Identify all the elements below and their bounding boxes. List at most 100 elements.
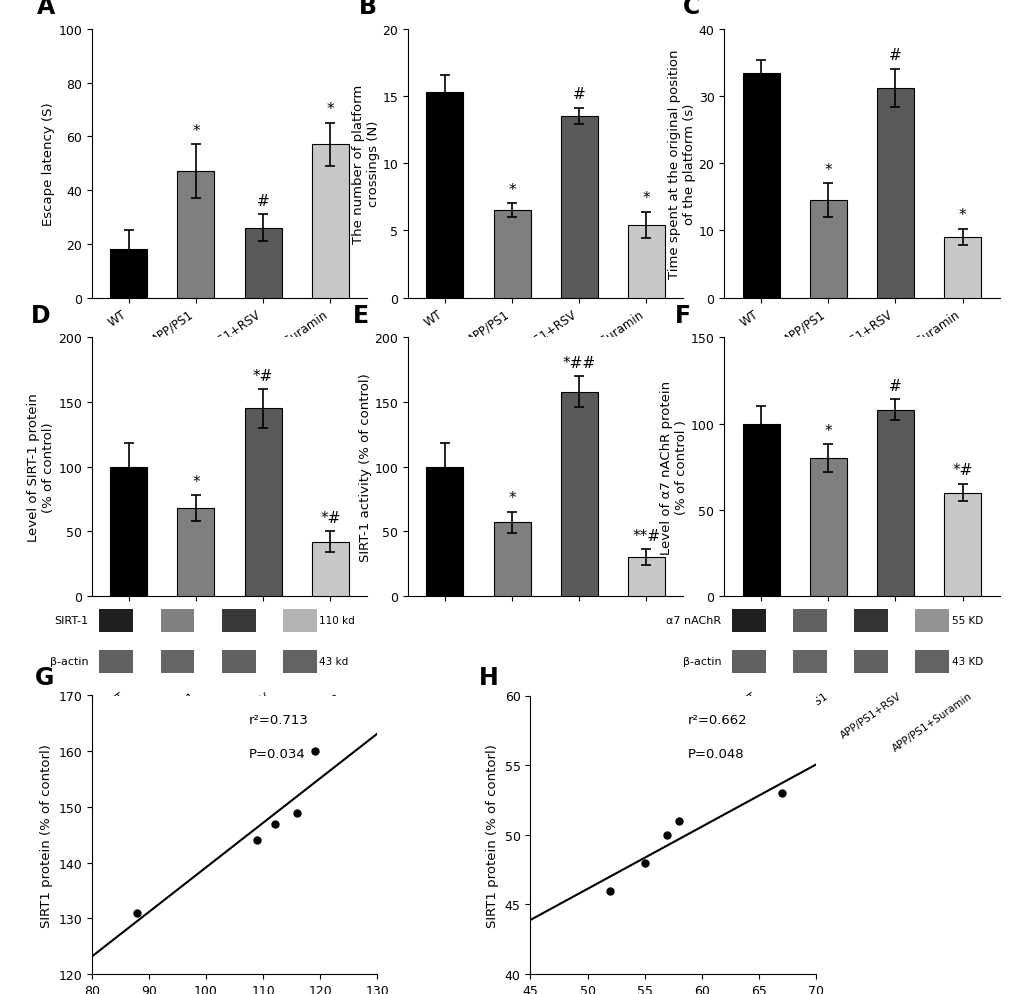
- Text: *: *: [192, 123, 200, 138]
- Text: *: *: [823, 423, 832, 438]
- Text: *#: *#: [320, 510, 340, 525]
- Text: r²=0.662: r²=0.662: [687, 714, 746, 727]
- Text: D: D: [32, 303, 51, 327]
- Bar: [560, 393, 597, 596]
- Bar: [793, 650, 826, 673]
- Text: WT: WT: [739, 690, 757, 708]
- Point: [636, 855, 652, 871]
- Text: SIRT-1: SIRT-1: [55, 615, 89, 625]
- Bar: [560, 117, 597, 298]
- Text: *##: *##: [562, 355, 595, 370]
- Y-axis label: Escape latency (S): Escape latency (S): [43, 102, 55, 226]
- Text: WT: WT: [107, 690, 125, 708]
- Bar: [245, 229, 281, 298]
- Text: E: E: [353, 303, 369, 327]
- Y-axis label: SIRT-1 activity (% of control): SIRT-1 activity (% of control): [359, 373, 371, 562]
- Bar: [161, 609, 194, 632]
- Text: F: F: [674, 303, 690, 327]
- Text: *#: *#: [253, 368, 273, 383]
- Bar: [854, 650, 887, 673]
- Bar: [493, 523, 530, 596]
- Bar: [915, 650, 949, 673]
- Text: r²=0.713: r²=0.713: [249, 714, 309, 727]
- Text: #: #: [889, 379, 901, 394]
- Y-axis label: SIRT1 protein (% of contorl): SIRT1 protein (% of contorl): [486, 744, 498, 926]
- Bar: [854, 609, 887, 632]
- Y-axis label: SIRT1 protein (% of contorl): SIRT1 protein (% of contorl): [40, 744, 53, 926]
- Bar: [245, 410, 281, 596]
- Bar: [809, 201, 846, 298]
- Text: G: G: [35, 666, 54, 690]
- Bar: [110, 249, 147, 298]
- Text: H: H: [479, 666, 498, 690]
- Text: 43 kd: 43 kd: [319, 657, 348, 667]
- Bar: [177, 172, 214, 298]
- Bar: [732, 650, 764, 673]
- Bar: [793, 609, 826, 632]
- Bar: [222, 650, 255, 673]
- Text: *#: *#: [952, 463, 972, 478]
- Y-axis label: The number of platform
crossings (N): The number of platform crossings (N): [352, 84, 379, 244]
- Text: **#: **#: [632, 529, 660, 544]
- Text: *: *: [823, 162, 832, 177]
- Bar: [628, 558, 664, 596]
- Bar: [283, 650, 316, 673]
- Bar: [742, 424, 779, 596]
- Bar: [809, 458, 846, 596]
- Text: *: *: [642, 191, 650, 206]
- Text: 55 KD: 55 KD: [951, 615, 982, 625]
- Bar: [426, 467, 463, 596]
- Y-axis label: Time spent at the original position
of the platform (s): Time spent at the original position of t…: [667, 50, 695, 278]
- Text: C: C: [683, 0, 699, 19]
- Bar: [876, 88, 913, 298]
- Text: *: *: [507, 491, 516, 506]
- Point: [306, 744, 322, 759]
- Bar: [110, 467, 147, 596]
- Text: #: #: [889, 49, 901, 64]
- Bar: [944, 238, 980, 298]
- Point: [658, 827, 675, 843]
- Bar: [100, 609, 132, 632]
- Text: APP/PS1+RSV: APP/PS1+RSV: [838, 690, 903, 740]
- Text: APP/PS1+Suramin: APP/PS1+Suramin: [890, 690, 973, 752]
- Text: *: *: [192, 474, 200, 489]
- Text: P=0.048: P=0.048: [687, 747, 744, 760]
- Bar: [177, 509, 214, 596]
- Text: APP/PS1+RSV: APP/PS1+RSV: [206, 690, 271, 740]
- Text: APP/PS1+Suramin: APP/PS1+Suramin: [258, 690, 341, 752]
- Text: APP/PS1: APP/PS1: [789, 690, 829, 723]
- Bar: [732, 609, 764, 632]
- Bar: [426, 92, 463, 298]
- Point: [289, 805, 306, 821]
- Text: B: B: [358, 0, 376, 19]
- Text: P=0.034: P=0.034: [249, 747, 306, 760]
- Point: [129, 905, 146, 920]
- Bar: [312, 542, 348, 596]
- Bar: [161, 650, 194, 673]
- Text: #: #: [573, 87, 585, 102]
- Text: #: #: [257, 193, 269, 209]
- Text: *: *: [326, 102, 334, 117]
- Bar: [742, 74, 779, 298]
- Text: 43 KD: 43 KD: [951, 657, 982, 667]
- Text: A: A: [37, 0, 55, 19]
- Text: α7 nAChR: α7 nAChR: [665, 615, 720, 625]
- Y-axis label: Level of α7 nAChR protein
(% of control ): Level of α7 nAChR protein (% of control …: [659, 381, 687, 555]
- Text: β-actin: β-actin: [50, 657, 89, 667]
- Bar: [100, 650, 132, 673]
- Bar: [283, 609, 316, 632]
- Bar: [944, 493, 980, 596]
- Text: *: *: [958, 208, 966, 223]
- Bar: [222, 609, 255, 632]
- Y-axis label: Level of SIRT-1 protein
(% of control): Level of SIRT-1 protein (% of control): [28, 393, 55, 542]
- Bar: [876, 411, 913, 596]
- Bar: [915, 609, 949, 632]
- Text: β-actin: β-actin: [682, 657, 720, 667]
- Text: APP/PS1: APP/PS1: [157, 690, 198, 723]
- Bar: [493, 211, 530, 298]
- Point: [601, 883, 618, 899]
- Point: [671, 813, 687, 829]
- Bar: [312, 145, 348, 298]
- Point: [266, 816, 282, 832]
- Bar: [628, 226, 664, 298]
